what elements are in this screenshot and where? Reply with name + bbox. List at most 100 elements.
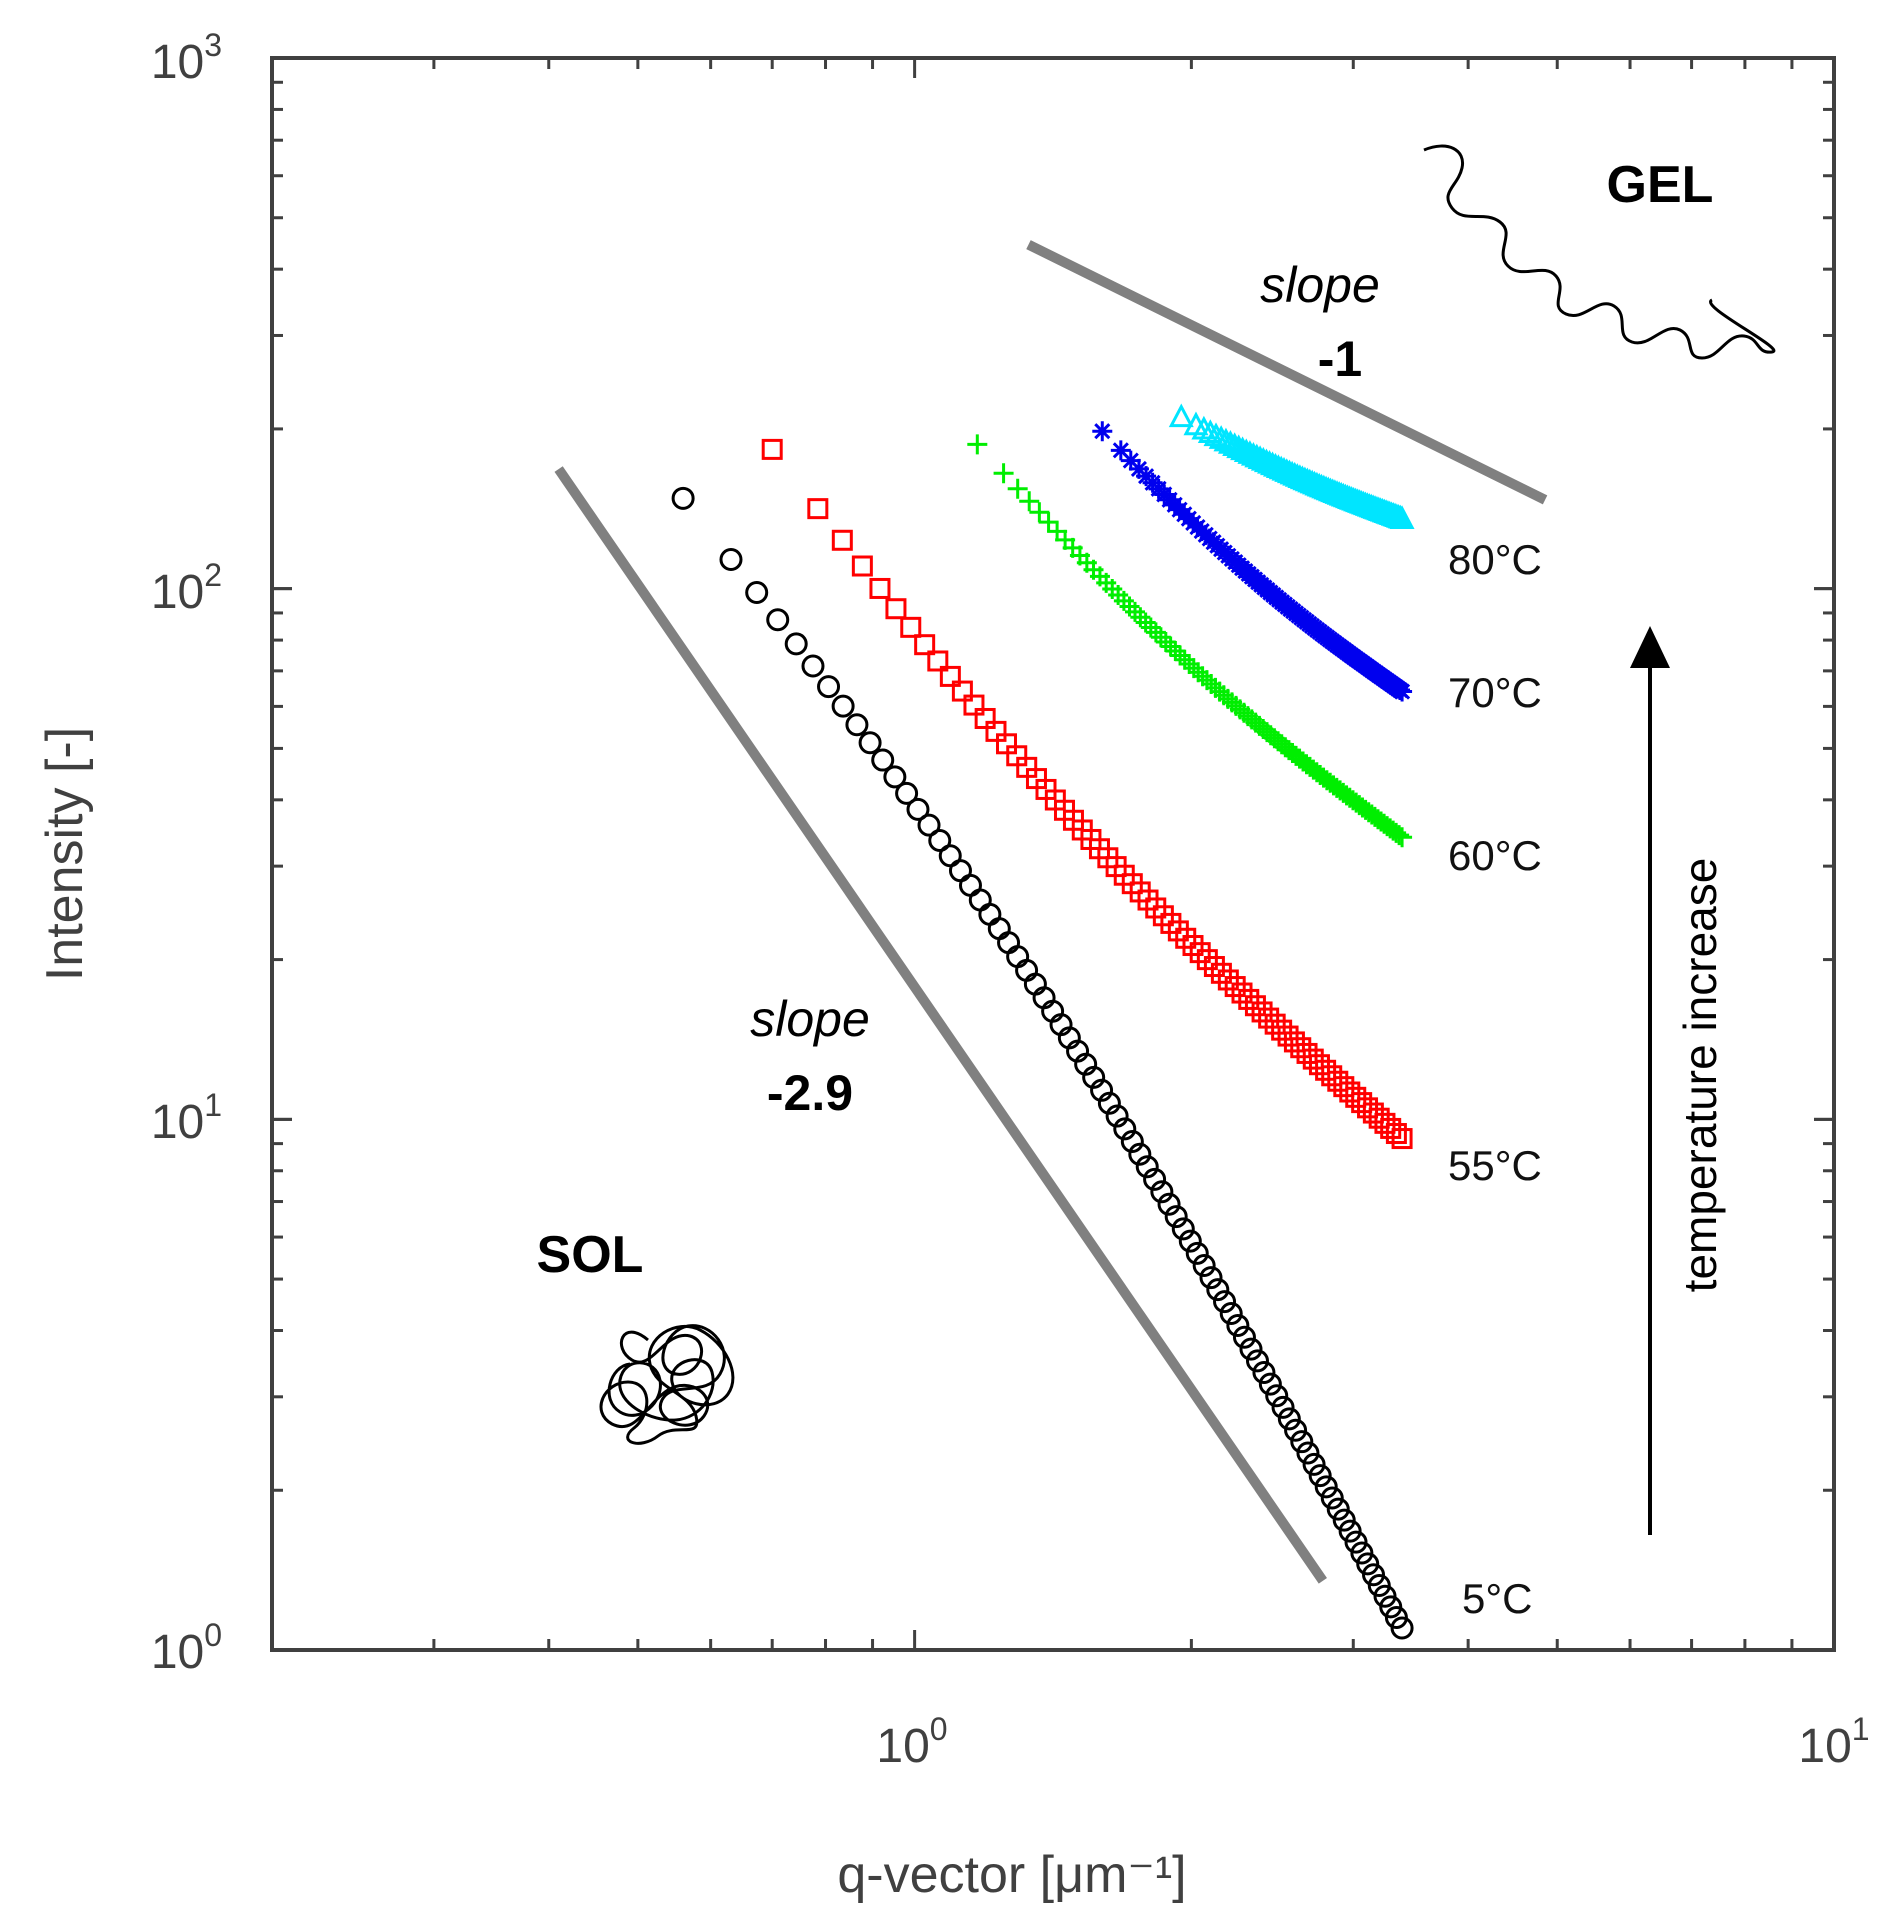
data-point (958, 873, 982, 897)
data-point (1224, 976, 1246, 998)
data-point (1258, 1372, 1282, 1396)
data-point (1185, 1241, 1209, 1265)
data-point (1390, 1616, 1414, 1640)
svg-text:101: 101 (151, 1087, 222, 1149)
data-point (1338, 1519, 1362, 1543)
data-point (1120, 1130, 1144, 1154)
data-point (1344, 1530, 1368, 1554)
arrow-head-icon (1630, 626, 1670, 668)
data-point (1175, 927, 1197, 949)
data-point (869, 577, 891, 599)
data-point (1179, 654, 1200, 675)
data-point (1199, 1266, 1223, 1290)
data-point (1192, 1253, 1216, 1277)
data-point (906, 797, 930, 821)
data-point (1171, 1217, 1195, 1241)
data-point (807, 498, 829, 520)
data-point (831, 529, 853, 551)
data-point (1178, 1229, 1202, 1253)
axis-ticks (270, 56, 1836, 1652)
data-point (1219, 1302, 1243, 1326)
data-point (1140, 617, 1161, 638)
data-point (895, 781, 919, 805)
data-point (1189, 942, 1211, 964)
data-point (831, 694, 855, 718)
slope-annotation-gel-value: -1 (1318, 331, 1362, 387)
data-point (1160, 636, 1181, 657)
data-point (1277, 1407, 1301, 1431)
data-point (1231, 982, 1253, 1004)
series-label-60c: 60°C (1448, 832, 1542, 879)
slope-annotation-sol-word: slope (750, 991, 870, 1047)
data-point (1128, 458, 1149, 479)
svg-text:100: 100 (151, 1617, 222, 1679)
reference-line (554, 466, 1327, 1584)
data-point (1157, 1192, 1181, 1216)
data-point (1135, 1155, 1159, 1179)
data-point (1019, 491, 1040, 512)
svg-text:102: 102 (151, 557, 222, 619)
data-point (1258, 1007, 1280, 1029)
data-point (1168, 403, 1194, 428)
data-point (1165, 641, 1186, 662)
data-point (948, 859, 972, 883)
data-point (1244, 995, 1266, 1017)
data-point (1271, 1395, 1295, 1419)
data-series (671, 403, 1415, 1640)
gel-chain-icon (1423, 144, 1776, 360)
reference-lines (554, 240, 1548, 1584)
data-point (1120, 450, 1141, 471)
data-point (851, 555, 873, 577)
data-point (1197, 419, 1223, 444)
data-point (1389, 825, 1410, 846)
data-point (1208, 425, 1234, 449)
x-axis-label: q-vector [μm⁻¹] (837, 1846, 1186, 1904)
data-point (1150, 627, 1171, 648)
data-point (1389, 505, 1415, 530)
plot-frame (270, 56, 1836, 1652)
series-label-5c: 5°C (1462, 1575, 1533, 1622)
y-tick-label: 102 (151, 557, 222, 619)
data-point (1232, 1325, 1256, 1349)
data-point (1213, 1290, 1237, 1314)
data-point (1277, 1025, 1299, 1047)
data-point (1244, 443, 1270, 468)
data-point (1302, 1452, 1326, 1476)
data-point (1239, 1337, 1263, 1361)
data-point (1385, 1123, 1407, 1145)
data-point (987, 917, 1011, 941)
data-point (1167, 920, 1189, 942)
gel-label: GEL (1607, 156, 1714, 214)
data-point (883, 765, 907, 789)
data-point (1296, 1042, 1318, 1064)
data-point (1308, 1464, 1332, 1488)
data-point (914, 634, 936, 656)
data-point (1164, 1205, 1188, 1229)
data-point (1308, 1054, 1330, 1076)
data-point (1296, 1441, 1320, 1465)
data-point (1320, 1486, 1344, 1510)
data-point (1203, 956, 1225, 978)
data-point (1302, 1048, 1324, 1070)
data-point (761, 438, 783, 460)
data-point (1290, 1430, 1314, 1454)
data-point (1326, 1497, 1350, 1521)
data-point (1333, 1076, 1355, 1098)
series-60c (967, 434, 1413, 848)
data-point (1226, 1313, 1250, 1337)
series-label-55c: 55°C (1448, 1142, 1542, 1189)
data-point (1128, 1142, 1152, 1166)
data-point (1332, 1508, 1356, 1532)
data-point (1251, 1001, 1273, 1023)
data-point (1196, 949, 1218, 971)
data-point (900, 616, 922, 638)
data-point (1113, 1117, 1137, 1141)
data-point (1130, 607, 1151, 628)
svg-text:100: 100 (876, 1711, 947, 1773)
svg-text:103: 103 (151, 27, 222, 89)
data-point (1350, 1541, 1374, 1565)
data-point (1345, 1086, 1367, 1108)
x-tick-label: 100 (876, 1711, 947, 1773)
data-point (1264, 1013, 1286, 1035)
